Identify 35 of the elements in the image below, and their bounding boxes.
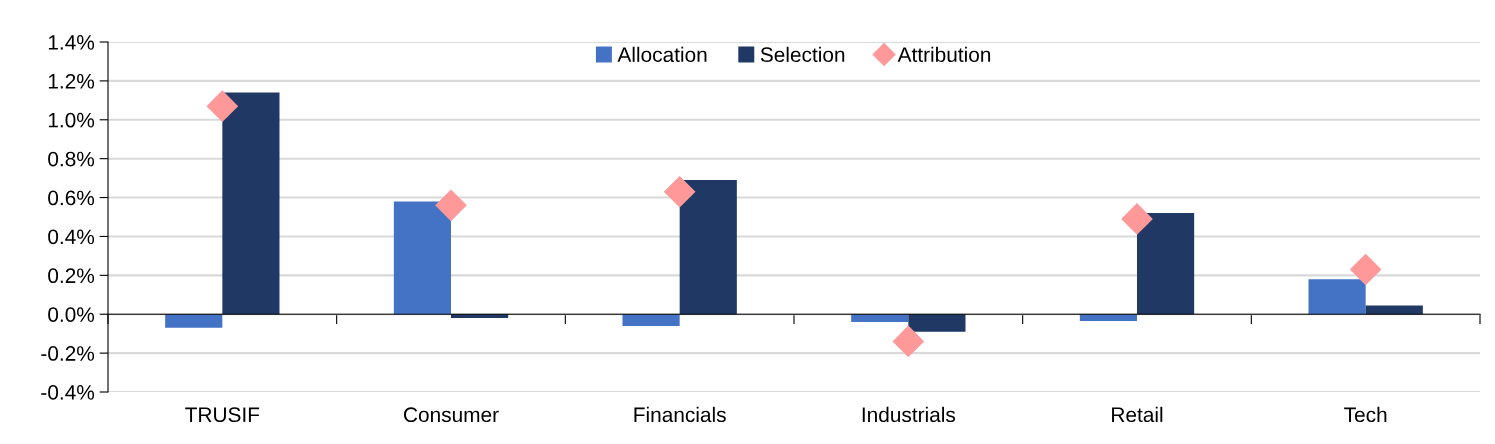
bar	[851, 314, 909, 322]
point	[663, 175, 696, 208]
bar	[622, 314, 680, 326]
point	[435, 189, 467, 222]
x-tick-label: Tech	[1344, 406, 1387, 423]
x-tick-label: Industrials	[862, 406, 956, 423]
x-tick-label: Retail	[1112, 406, 1163, 423]
bar	[222, 92, 280, 315]
y-tick-label: 1.4%	[48, 35, 95, 50]
point	[206, 90, 239, 122]
x-tick-label: Financials	[634, 406, 726, 423]
y-tick-label: 0.6%	[48, 190, 95, 206]
bar	[393, 201, 451, 315]
y-tick-label: -0.4%	[41, 385, 95, 400]
bar	[1137, 213, 1195, 315]
bar	[679, 180, 737, 315]
point	[1121, 203, 1153, 235]
y-tick-label: 0.8%	[48, 151, 95, 167]
bar	[1308, 279, 1366, 315]
legend-label: Selection	[760, 46, 845, 63]
y-tick-label: 0.0%	[48, 307, 95, 322]
legend-label: Allocation	[617, 46, 707, 63]
legend-label: Attribution	[897, 46, 991, 63]
y-tick-label: -0.2%	[41, 346, 95, 361]
y-tick-label: 0.4%	[48, 229, 95, 245]
bar	[908, 314, 966, 332]
y-tick-label: 1.0%	[48, 112, 95, 128]
bar	[1365, 305, 1423, 315]
point	[1349, 253, 1382, 286]
point	[892, 325, 925, 358]
x-tick-label: Consumer	[404, 407, 499, 423]
y-tick-label: 1.2%	[48, 73, 95, 89]
bar	[165, 314, 223, 328]
y-tick-label: 0.2%	[48, 268, 95, 284]
x-tick-label: TRUSIF	[185, 407, 260, 423]
